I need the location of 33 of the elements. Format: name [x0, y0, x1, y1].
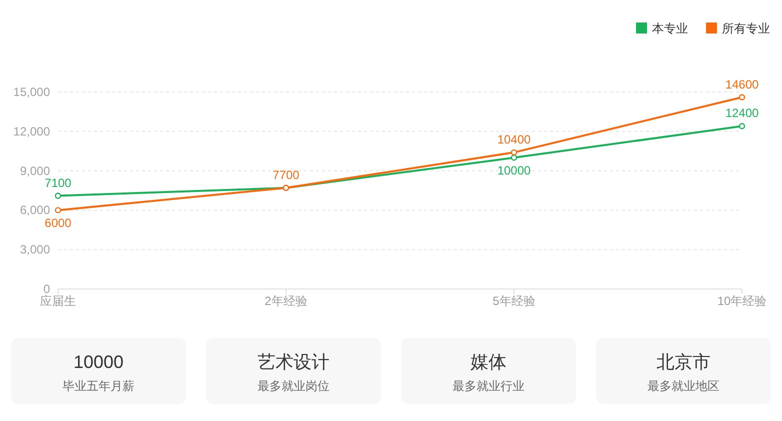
- text: 10000: [73, 352, 124, 372]
- y-tick-label: 15,000: [13, 85, 50, 99]
- y-tick-label: 3,000: [20, 242, 50, 257]
- y-tick-label: 12,000: [13, 124, 50, 138]
- data-label: 7700: [272, 168, 300, 182]
- data-label: 10000: [497, 164, 532, 178]
- data-label: 10400: [497, 132, 532, 146]
- data-label: 6000: [44, 216, 72, 230]
- text: 北京市: [656, 352, 710, 372]
- legend-label: 本专业: [652, 22, 688, 36]
- x-tick-label: 应届生: [40, 294, 76, 308]
- point: [510, 149, 518, 156]
- y-tick-label: 0: [43, 282, 50, 296]
- text: 毕业五年月薪: [62, 379, 134, 393]
- text: 最多就业岗位: [258, 379, 330, 393]
- point: [738, 94, 746, 100]
- x-tick-label: 10年经验: [717, 294, 767, 308]
- text: 艺术设计: [258, 352, 330, 372]
- x-tick-label: 2年经验: [264, 294, 308, 308]
- text: 最多就业行业: [452, 379, 524, 393]
- point: [738, 123, 746, 130]
- y-tick-label: 6,000: [20, 203, 50, 218]
- point: [54, 207, 62, 214]
- data-label: 7100: [44, 176, 72, 190]
- point: [54, 192, 62, 199]
- data-label: 14600: [725, 77, 760, 92]
- legend-label: 所有专业: [722, 22, 770, 36]
- text: 媒体: [470, 352, 506, 372]
- x-tick-label: 5年经验: [492, 294, 536, 308]
- text: 最多就业地区: [648, 379, 720, 393]
- data-label: 12400: [725, 106, 760, 120]
- point: [510, 154, 518, 161]
- y-tick-label: 9,000: [20, 164, 50, 178]
